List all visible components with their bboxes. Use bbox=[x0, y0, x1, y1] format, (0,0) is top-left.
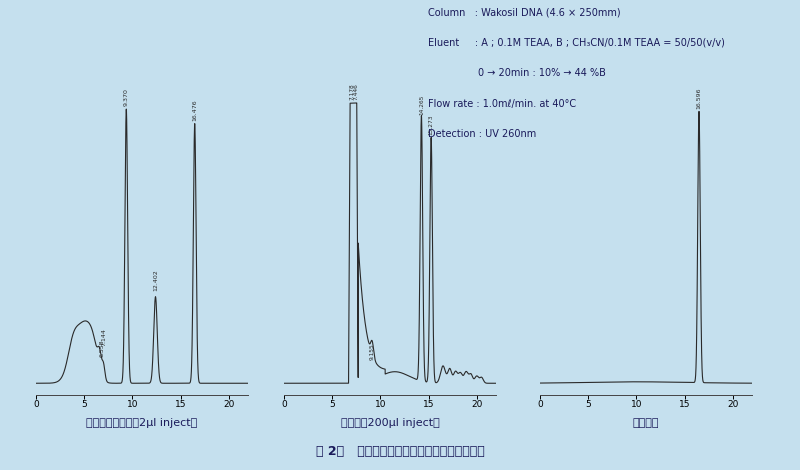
Text: 純度検定: 純度検定 bbox=[633, 418, 659, 428]
Text: Eluent     : A ; 0.1M TEAA, B ; CH₃CN/0.1M TEAA = 50/50(v/v): Eluent : A ; 0.1M TEAA, B ; CH₃CN/0.1M T… bbox=[428, 38, 725, 47]
Text: 16.596: 16.596 bbox=[697, 87, 702, 109]
Text: 15.273: 15.273 bbox=[429, 115, 434, 135]
Text: 16.476: 16.476 bbox=[192, 99, 198, 121]
Text: 合成プライマー（2μl inject）: 合成プライマー（2μl inject） bbox=[86, 418, 198, 428]
Text: 0 → 20min : 10% → 44 %B: 0 → 20min : 10% → 44 %B bbox=[428, 68, 606, 78]
Text: 精製時（200μl inject）: 精製時（200μl inject） bbox=[341, 418, 439, 428]
Text: 7.446: 7.446 bbox=[354, 84, 358, 101]
Text: 9.155: 9.155 bbox=[370, 344, 374, 360]
Text: Detection : UV 260nm: Detection : UV 260nm bbox=[428, 129, 536, 139]
Text: 9.370: 9.370 bbox=[124, 88, 129, 106]
Text: 6.558: 6.558 bbox=[99, 340, 105, 357]
Text: 囲 2．   蕃光標識プライマーの精製と純度検定: 囲 2． 蕃光標識プライマーの精製と純度検定 bbox=[316, 445, 484, 458]
Text: 14.265: 14.265 bbox=[419, 94, 424, 115]
Text: 12.402: 12.402 bbox=[153, 269, 158, 291]
Text: 7.178: 7.178 bbox=[350, 84, 354, 101]
Text: Column   : Wakosil DNA (4.6 × 250mm): Column : Wakosil DNA (4.6 × 250mm) bbox=[428, 7, 621, 17]
Text: 7.144: 7.144 bbox=[102, 328, 106, 346]
Text: Flow rate : 1.0mℓ/min. at 40°C: Flow rate : 1.0mℓ/min. at 40°C bbox=[428, 99, 576, 109]
